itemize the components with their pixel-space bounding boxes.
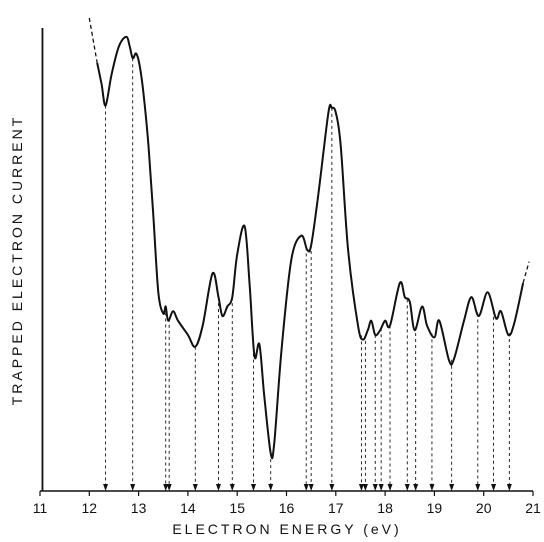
drop-line-arrow	[303, 484, 309, 491]
x-tick-label: 16	[279, 500, 295, 516]
drop-line-arrow	[166, 484, 172, 491]
drop-line-arrow	[413, 484, 419, 491]
drop-line-arrow	[250, 484, 256, 491]
plot-area	[41, 17, 530, 491]
x-tick-label: 19	[427, 500, 443, 516]
drop-line-arrow	[378, 484, 384, 491]
drop-line-arrow	[329, 484, 335, 491]
drop-line-arrow	[215, 484, 221, 491]
drop-line-arrow	[358, 484, 364, 491]
x-tick-label: 14	[180, 500, 196, 516]
y-axis-title: TRAPPED ELECTRON CURRENT	[9, 115, 25, 406]
series-line	[96, 35, 525, 460]
x-tick-label: 13	[131, 500, 147, 516]
x-tick-label: 21	[525, 500, 541, 516]
x-axis-title: ELECTRON ENERGY (eV)	[172, 521, 401, 537]
drop-lines	[103, 58, 512, 491]
drop-line-arrow	[506, 484, 512, 491]
drop-line-arrow	[103, 484, 109, 491]
drop-line-arrow	[362, 484, 368, 491]
drop-line-arrow	[387, 484, 393, 491]
drop-line-arrow	[449, 484, 455, 491]
dashed-extension	[88, 17, 98, 64]
x-tick-label: 12	[82, 500, 98, 516]
drop-line-arrow	[372, 484, 378, 491]
drop-line-arrow	[429, 484, 435, 491]
drop-line-arrow	[475, 484, 481, 491]
x-tick-label: 17	[328, 500, 344, 516]
x-tick-label: 11	[33, 500, 48, 516]
drop-line-arrow	[491, 484, 497, 491]
drop-line-arrow	[130, 484, 136, 491]
dashed-extension	[522, 261, 530, 284]
drop-line-arrow	[268, 484, 274, 491]
x-tick-label: 15	[229, 500, 245, 516]
drop-line-arrow	[404, 484, 410, 491]
drop-line-arrow	[192, 484, 198, 491]
drop-line-arrow	[229, 484, 235, 491]
x-tick-label: 18	[377, 500, 393, 516]
drop-line-arrow	[308, 484, 314, 491]
drop-line-arrow	[163, 484, 169, 491]
x-tick-label: 20	[476, 500, 492, 516]
x-axis: 11 12 13 14 15 16 17 18 19 20 21	[33, 490, 541, 516]
